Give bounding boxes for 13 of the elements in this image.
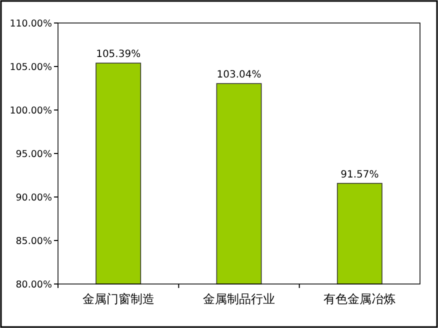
data-label: 105.39% bbox=[96, 49, 141, 60]
data-label: 103.04% bbox=[216, 70, 262, 81]
y-tick-label: 100.00% bbox=[10, 106, 52, 116]
y-tick-label: 80.00% bbox=[16, 280, 52, 290]
y-tick-label: 85.00% bbox=[16, 236, 52, 247]
y-tick-label: 90.00% bbox=[16, 192, 52, 204]
y-tick-label: 95.00% bbox=[16, 149, 52, 160]
y-tick-label: 110.00% bbox=[10, 18, 52, 30]
x-tick-label: 金属门窗制造 bbox=[82, 292, 154, 306]
x-tick-label: 有色金属冶炼 bbox=[324, 292, 396, 306]
x-tick-label: 金属制品行业 bbox=[203, 292, 275, 306]
y-tick-label: 105.00% bbox=[10, 62, 52, 73]
data-label: 91.57% bbox=[340, 169, 379, 180]
